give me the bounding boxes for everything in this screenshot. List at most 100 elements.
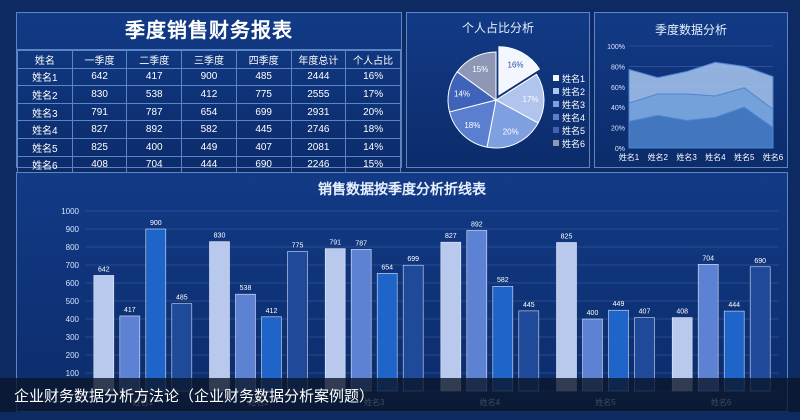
bar [697,264,719,392]
pie-slice [498,46,541,96]
pie-data-label: 14% [454,90,470,99]
pie-data-label: 18% [464,121,480,130]
pie-data-label: 15% [472,65,488,74]
bar-data-label: 444 [728,302,740,309]
pie-legend-label: 姓名4 [562,112,585,123]
area-series [628,106,774,149]
bar [556,242,577,392]
table-header-cell: 姓名 [17,50,73,69]
bar-data-label: 449 [613,301,625,308]
table-header-cell: 二季度 [126,50,183,69]
bar-chart-panel: 销售数据按季度分析折线表 010020030040050060070080090… [16,172,788,412]
pie-chart-title: 个人占比分析 [461,21,534,35]
table-cell: 14% [345,137,401,157]
bar-data-label: 407 [639,309,651,316]
bar [209,241,230,392]
bar-data-label: 485 [176,295,188,302]
table-row: 姓名6 408 704 444 690 2246 15% [17,155,401,175]
table-cell: 412 [181,85,237,104]
bar-data-label: 400 [587,310,599,317]
bar-data-label: 825 [561,234,573,241]
bar-data-label: 408 [676,309,688,316]
bar-data-label: 412 [266,308,278,315]
bar [440,241,462,392]
bar-data-label: 642 [98,266,110,273]
table-cell: 538 [126,85,183,104]
table-title: 季度销售财务报表 [17,13,401,50]
area-x-tick-label: 姓名5 [734,152,755,162]
area-x-tick-label: 姓名1 [619,152,640,162]
bar-y-tick-label: 600 [66,279,80,288]
area-x-tick-label: 姓名6 [763,152,784,162]
table-cell: 417 [126,67,183,87]
table-header-cell: 个人占比 [345,50,401,69]
bar-y-tick-label: 1000 [61,207,79,216]
table-row: 姓名4 827 892 582 445 2746 18% [17,120,401,139]
table-header-cell: 四季度 [235,50,292,69]
table-cell: 姓名1 [17,67,73,87]
area-x-tick-label: 姓名2 [648,152,669,162]
area-chart: 0% 20% 40% 60% 80% 100% 姓名1 姓名2 姓名3 姓名4 姓名5 姓名6 [607,44,784,162]
pie-legend-swatch [553,114,559,120]
bar-y-tick-label: 300 [66,333,80,342]
bar-chart: 0100200300400500600700800900100064241790… [61,207,779,407]
table-header-cell: 年度总计 [290,50,347,69]
table-cell: 787 [126,102,183,122]
pie-legend-swatch [553,88,559,94]
area-y-tick-label: 40% [611,105,625,112]
pie-data-label: 16% [508,60,524,69]
bar [287,251,308,392]
bar-data-label: 704 [702,255,714,262]
table-cell: 400 [126,137,183,157]
table-cell: 17% [345,85,401,104]
pie-legend-label: 姓名5 [562,125,585,136]
bar [466,230,488,392]
table-cell: 445 [235,120,292,139]
page-caption: 企业财务数据分析方法论（企业财务数据分析案例题） [14,388,375,405]
pie-legend-label: 姓名1 [562,73,585,84]
area-chart-title: 季度数据分析 [654,23,727,37]
bar-y-tick-label: 500 [66,297,80,306]
bar-chart-title: 销售数据按季度分析折线表 [318,181,486,197]
bar [376,273,398,392]
bar-y-tick-label: 400 [66,315,80,324]
table-header-cell: 一季度 [71,50,128,69]
table-cell: 825 [71,137,128,157]
pie-slice [456,51,497,101]
table-row: 姓名3 791 787 654 699 2931 20% [17,102,401,122]
table-header-cell: 三季度 [181,50,237,69]
bar-y-tick-label: 800 [66,243,80,252]
bar [492,285,514,392]
table-cell: 20% [345,102,401,122]
table-header-row: 姓名 一季度 二季度 三季度 四季度 年度总计 个人占比 [17,50,401,69]
bar-data-label: 690 [754,258,766,265]
pie-legend-label: 姓名6 [562,138,585,149]
bar-data-label: 892 [471,221,483,228]
bar [749,266,771,392]
pie-chart: 16% 17% 20% 18% 14% 15% 姓名1 姓名2 姓名3 姓名4 姓名5 姓名6 [447,46,585,149]
table-cell: 699 [235,102,292,122]
area-y-tick-label: 80% [611,64,625,71]
table-cell: 2081 [290,137,347,157]
table-cell: 485 [235,67,292,87]
caption-bar [0,378,800,412]
bar [402,264,424,392]
table-cell: 2746 [290,120,347,139]
area-x-tick-label: 姓名4 [705,152,726,162]
table-cell: 16% [345,67,401,87]
sales-table: 姓名 一季度 二季度 三季度 四季度 年度总计 个人占比 姓名1 642 417 900 485 24… [17,50,401,175]
bar-data-label: 417 [124,307,136,314]
pie-legend-swatch [553,101,559,107]
table-row: 姓名1 642 417 900 485 2444 16% [17,67,401,87]
pie-chart-panel: 个人占比分析 16% 17% 20% 18% 14% 15% 姓名1 姓名2 姓名3 姓名4 姓名5… [406,12,590,168]
area-chart-panel: 季度数据分析 0% 20% 40% 60% 80% 100% 姓名1 姓名2 姓名3 姓名4 姓名5… [594,12,788,168]
table-cell: 827 [71,120,128,139]
sales-table-panel: 季度销售财务报表 姓名 一季度 二季度 三季度 四季度 年度总计 个人占比 姓名1 642 41… [16,12,402,175]
pie-slice [495,73,545,124]
table-cell: 642 [71,67,128,87]
table-cell: 2444 [290,67,347,87]
table-cell: 900 [181,67,237,87]
bar [93,275,115,392]
table-cell: 2555 [290,85,347,104]
bar-data-label: 775 [292,243,304,250]
